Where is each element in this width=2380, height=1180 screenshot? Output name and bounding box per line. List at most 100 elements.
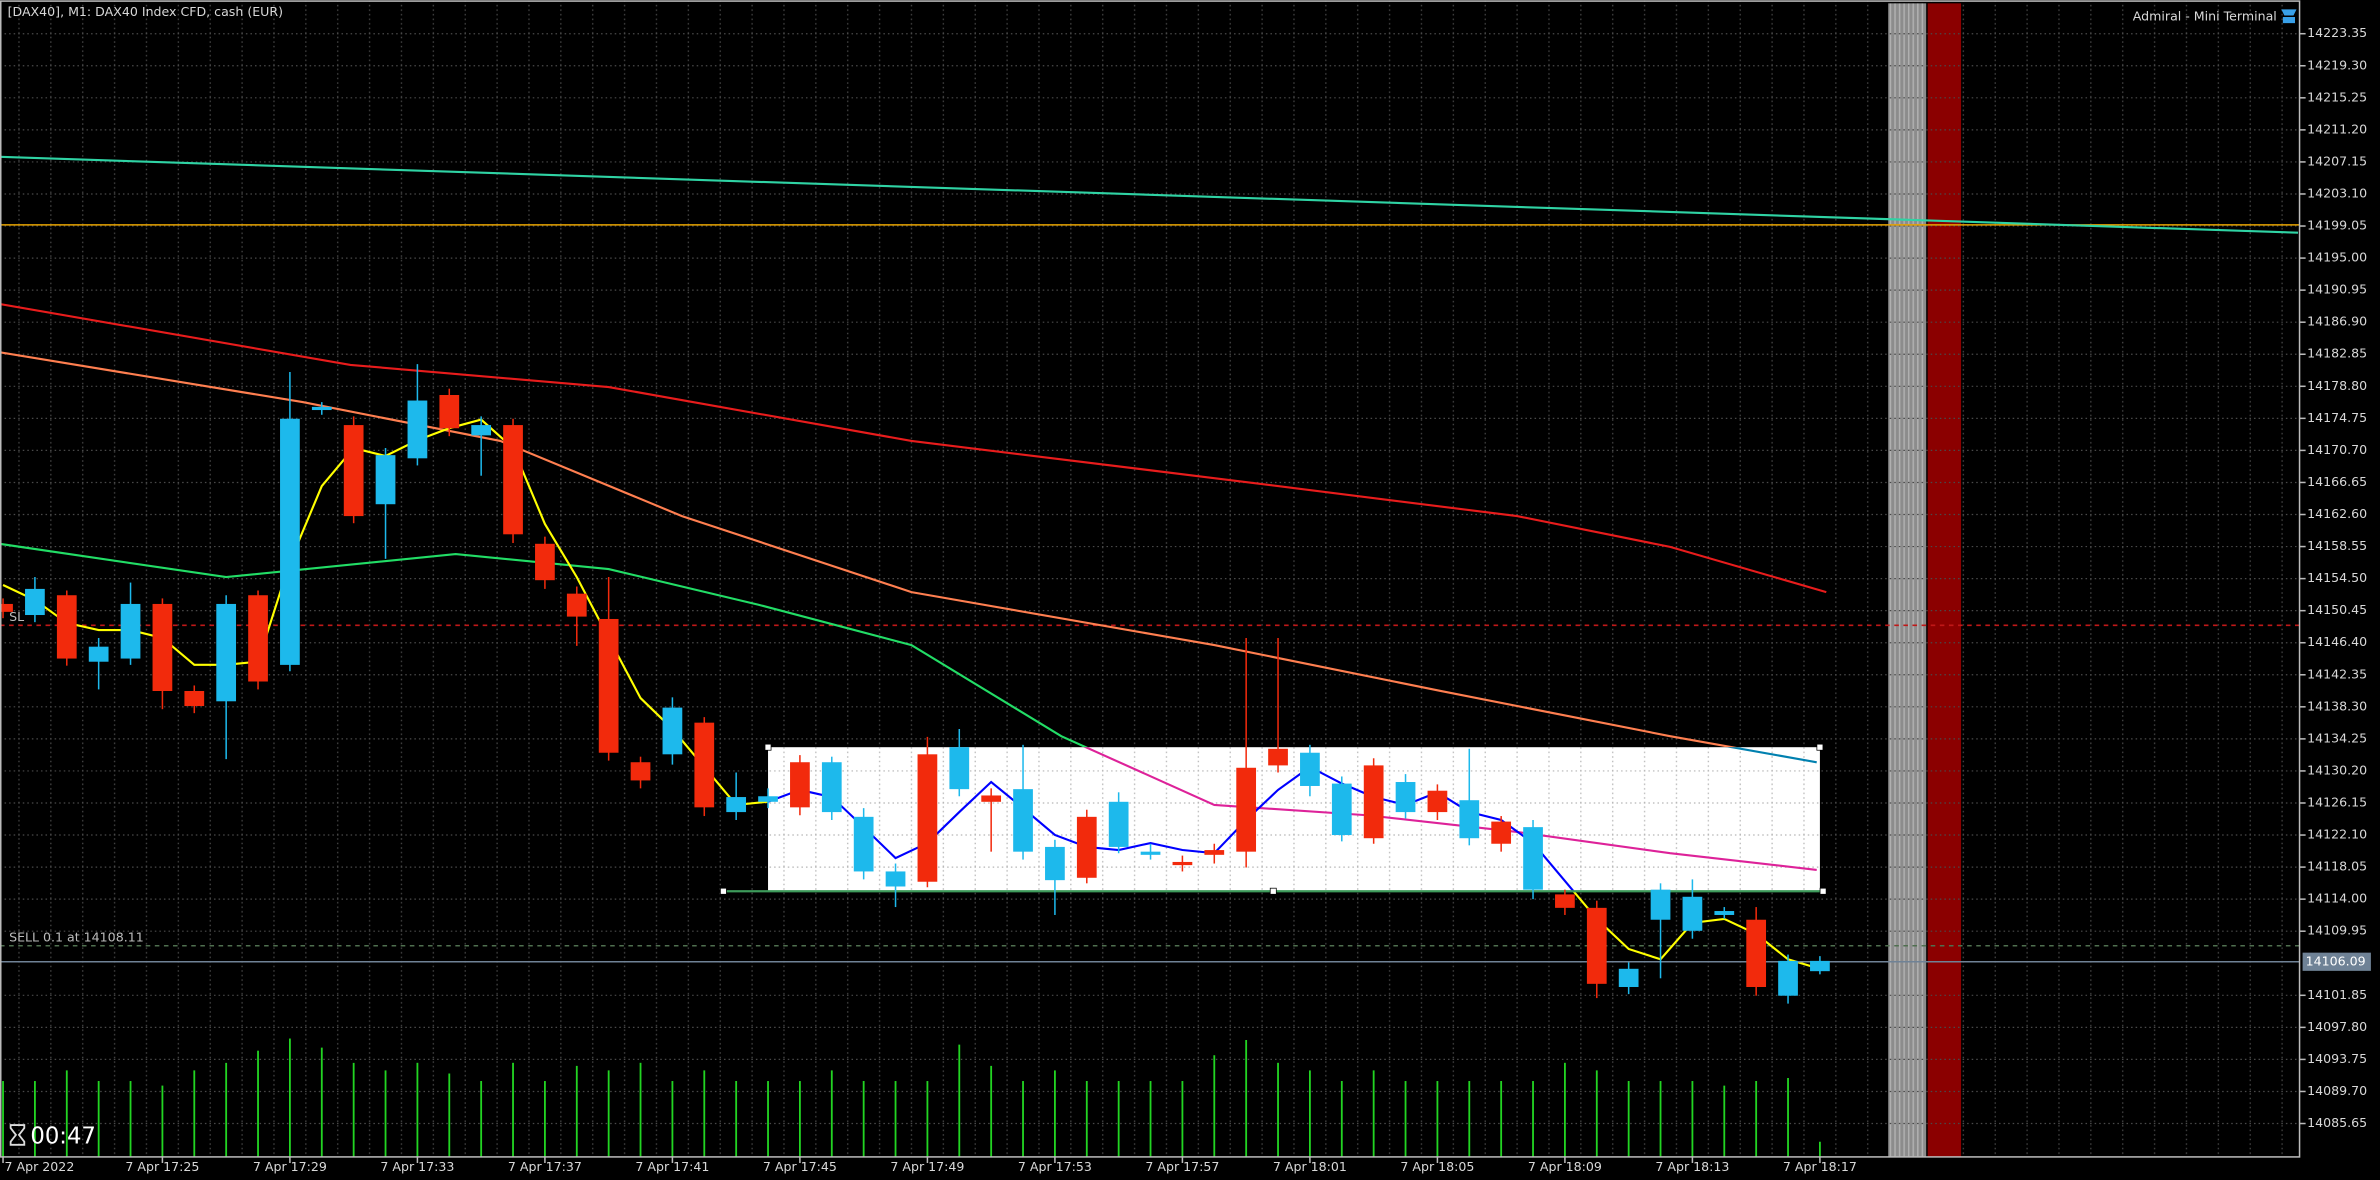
candle-body <box>1045 846 1065 881</box>
x-tick-label: 7 Apr 17:45 <box>763 1159 837 1174</box>
plot: SL SELL 0.1 at 14108.11 <box>0 32 2306 1163</box>
y-tick-label: 14170.70 <box>2307 442 2367 457</box>
y-tick-label: 14215.25 <box>2307 89 2367 104</box>
x-tick-label: 7 Apr 17:41 <box>635 1159 709 1174</box>
candle-body <box>88 646 109 662</box>
candle-body <box>343 425 364 517</box>
price-level-label: SELL 0.1 at 14108.11 <box>9 930 144 945</box>
y-tick-label: 14182.85 <box>2307 346 2367 361</box>
candle-body <box>949 747 970 790</box>
y-tick-label: 14162.60 <box>2307 506 2367 521</box>
candle-body <box>184 691 205 707</box>
candle-body <box>1682 896 1703 931</box>
plot-border <box>0 0 2301 1158</box>
chart-title: [DAX40], M1: DAX40 Index CFD, cash (EUR) <box>8 4 283 19</box>
indicator-line <box>0 302 1827 594</box>
candle-body <box>1013 789 1033 852</box>
x-tick-label: 7 Apr 17:57 <box>1145 1159 1219 1174</box>
candle-body <box>1108 801 1129 847</box>
candle-body <box>981 795 1002 802</box>
y-tick-label: 14211.20 <box>2307 121 2367 136</box>
current-price-box <box>2302 952 2371 971</box>
y-tick-label: 14154.50 <box>2307 570 2367 585</box>
candle-body <box>821 762 842 813</box>
y-tick-label: 14195.00 <box>2307 250 2367 265</box>
bar-timer: 00:47 <box>30 1124 96 1150</box>
y-tick-label: 14130.20 <box>2307 762 2367 777</box>
y-tick-label: 14122.10 <box>2307 827 2367 842</box>
y-tick-label: 14089.70 <box>2307 1083 2367 1098</box>
object-handle <box>1269 887 1277 895</box>
candle-body <box>311 406 332 411</box>
y-tick-label: 14219.30 <box>2307 57 2367 72</box>
candle-body <box>1778 960 1798 996</box>
candle-body <box>439 395 460 429</box>
y-tick-label: 14190.95 <box>2307 282 2367 297</box>
x-tick-label: 7 Apr 17:29 <box>253 1159 327 1174</box>
candle-body <box>1586 907 1607 984</box>
current-price-label: 14106.09 <box>2306 953 2366 968</box>
plugin-label[interactable]: Admiral - Mini Terminal <box>2133 9 2277 24</box>
candle-body <box>0 603 13 612</box>
x-tick-label: 7 Apr 17:37 <box>508 1159 582 1174</box>
candle-body <box>25 588 45 616</box>
y-tick-label: 14142.35 <box>2307 666 2367 681</box>
candle-body <box>407 400 428 459</box>
candle-body <box>216 603 237 702</box>
y-tick-label: 14118.05 <box>2307 859 2367 874</box>
price-level-label: SL <box>9 609 24 624</box>
x-tick-label: 7 Apr 18:13 <box>1655 1159 1729 1174</box>
indicator-line <box>0 351 1817 764</box>
candle-body <box>630 762 651 781</box>
candle-body <box>694 722 715 808</box>
x-tick-label: 7 Apr 18:17 <box>1783 1159 1857 1174</box>
candle-body <box>503 425 523 535</box>
candle-body <box>1300 752 1320 786</box>
y-tick-label: 14085.65 <box>2307 1115 2367 1130</box>
candle-body <box>1331 783 1352 836</box>
candle-body <box>1523 827 1543 890</box>
candle-body <box>280 418 300 665</box>
y-tick-label: 14097.80 <box>2307 1019 2367 1034</box>
candle-body <box>917 754 938 882</box>
object-handle <box>1819 887 1827 895</box>
candle-body <box>566 593 587 617</box>
candle-body <box>853 816 874 872</box>
candle-body <box>535 543 555 581</box>
y-tick-label: 14109.95 <box>2307 923 2367 938</box>
candle-body <box>1491 821 1512 844</box>
y-tick-label: 14150.45 <box>2307 602 2367 617</box>
x-tick-label: 7 Apr 17:53 <box>1018 1159 1092 1174</box>
candle-body <box>1555 894 1575 908</box>
y-tick-label: 14114.00 <box>2307 891 2367 906</box>
y-tick-label: 14146.40 <box>2307 634 2367 649</box>
y-tick-label: 14223.35 <box>2307 25 2367 40</box>
candle-body <box>1746 919 1767 987</box>
y-tick-label: 14199.05 <box>2307 218 2367 233</box>
candle-body <box>248 595 268 682</box>
x-tick-label: 7 Apr 17:25 <box>125 1159 199 1174</box>
y-tick-label: 14126.15 <box>2307 794 2367 809</box>
plugin-icon[interactable] <box>2281 9 2297 24</box>
y-tick-label: 14101.85 <box>2307 987 2367 1002</box>
y-tick-label: 14207.15 <box>2307 153 2367 168</box>
candle-body <box>1236 767 1257 852</box>
candle-body <box>1650 889 1671 920</box>
y-tick-label: 14134.25 <box>2307 730 2367 745</box>
candle-body <box>1140 851 1161 855</box>
x-tick-label: 7 Apr 18:01 <box>1273 1159 1347 1174</box>
candle-body <box>152 603 173 692</box>
x-tick-label: 7 Apr 18:05 <box>1400 1159 1474 1174</box>
y-tick-label: 14186.90 <box>2307 314 2367 329</box>
candle-body <box>790 762 810 808</box>
candle-body <box>1363 765 1384 839</box>
object-handle <box>764 743 772 751</box>
x-tick-label: 7 Apr 17:33 <box>380 1159 454 1174</box>
candle-body <box>1618 968 1639 987</box>
x-tick-label: 7 Apr 18:09 <box>1528 1159 1602 1174</box>
candle-body <box>471 425 492 436</box>
candle-body <box>1427 790 1448 813</box>
candle-body <box>598 618 619 753</box>
